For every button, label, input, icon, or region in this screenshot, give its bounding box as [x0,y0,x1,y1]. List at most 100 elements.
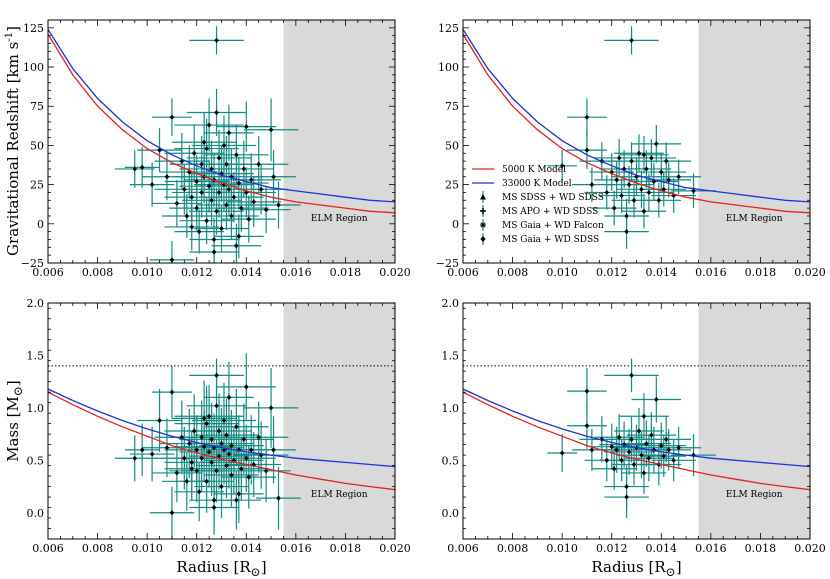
data-point [559,163,565,169]
data-point [194,178,200,185]
data-point [194,205,200,211]
x-tick-label: 0.010 [546,266,578,279]
plot-area [463,20,810,263]
data-point [224,202,229,208]
data-point [234,152,239,158]
plot-area [463,303,810,539]
data-point [211,445,217,451]
data-point [271,174,276,180]
x-tick-label: 0.006 [32,542,64,555]
data-point [243,384,249,390]
model-33000k-curve [463,29,810,203]
data-point [189,466,195,472]
data-point [186,169,192,175]
legend-triangle-marker [480,194,486,200]
data-point [179,158,185,164]
x-tick-label: 0.006 [447,542,479,555]
data-point [584,114,590,120]
y-tick-label: 75 [445,100,459,113]
data-point [189,224,195,230]
model-5000k-curve [463,33,810,214]
data-point [174,470,180,476]
data-point [271,447,276,453]
model-33000k-curve [48,388,395,468]
data-point [691,188,696,194]
data-point [184,213,190,219]
data-point [609,444,615,450]
x-tick-label: 0.018 [745,266,777,279]
data-point [204,145,209,152]
x-tick-label: 0.018 [330,266,362,279]
legend-entry: MS SDSS + WD SDSS [480,191,604,203]
elm-region [283,20,395,263]
legend-label: 5000 K Model [502,165,566,175]
data-point [226,130,232,136]
ylabel-redshift: Gravitational Redshift [km s-1] [4,26,22,256]
xlabel-right: Radius [R⊙] [591,558,681,579]
data-point [248,447,254,453]
data-point [604,189,610,196]
data-point [663,436,669,442]
data-point [226,394,232,400]
y-tick-label: 75 [30,100,44,113]
data-point [182,455,187,461]
data-point [206,183,212,189]
y-tick-label: 125 [23,22,44,35]
legend-entry: 5000 K Model [472,165,566,175]
x-tick-label: 0.016 [280,266,312,279]
data-point [236,233,242,239]
data-point [241,166,247,172]
data-point [614,447,619,453]
data-point [196,229,202,235]
data-point [209,459,214,466]
data-point [256,434,261,440]
legend-plus-marker [480,208,486,214]
model-5000k-curve [48,391,395,491]
data-point [206,449,212,455]
legend-entry: 33000 K Model [472,179,572,189]
data-point [194,447,200,453]
data-point [604,457,610,463]
data-point [671,457,676,463]
data-point [651,447,657,453]
data-point [199,161,204,167]
data-point [641,208,647,214]
y-tick-label: 0.0 [442,507,460,520]
elm-region [698,20,810,263]
data-point [243,124,249,130]
x-tick-label: 0.008 [82,542,114,555]
data-point [629,37,634,43]
data-point [199,189,204,196]
x-tick-label: 0.012 [596,542,628,555]
data-point [636,150,642,156]
legend-star-marker [480,222,486,228]
data-point [611,466,617,472]
plot-area [48,303,395,539]
data-point [219,225,224,232]
data-point [676,445,681,451]
data-point [246,216,252,222]
data-point [224,432,229,438]
data-point [169,510,175,516]
x-tick-label: 0.014 [646,542,678,555]
data-point [276,495,281,501]
data-point [234,424,239,430]
x-tick-label: 0.012 [596,266,628,279]
y-tick-label: 25 [445,179,459,192]
data-point [199,434,204,440]
data-point [132,455,138,461]
data-point [636,428,642,434]
x-tick-label: 0.016 [695,542,727,555]
data-point [236,491,242,497]
data-point [211,249,217,255]
data-point [149,182,155,188]
data-point [211,504,217,511]
legend-entry: MS Gaia + WD Falcon [480,219,604,231]
legend-label: MS Gaia + WD SDSS [502,235,599,245]
data-point [214,109,219,116]
data-point [624,229,629,235]
x-tick-label: 0.016 [280,542,312,555]
data-point [629,158,634,164]
data-point [194,468,200,474]
panel-mass-snr30: ELM Region 0.006 0.008 0.010 0.012 0.014 0.016… [442,297,826,555]
